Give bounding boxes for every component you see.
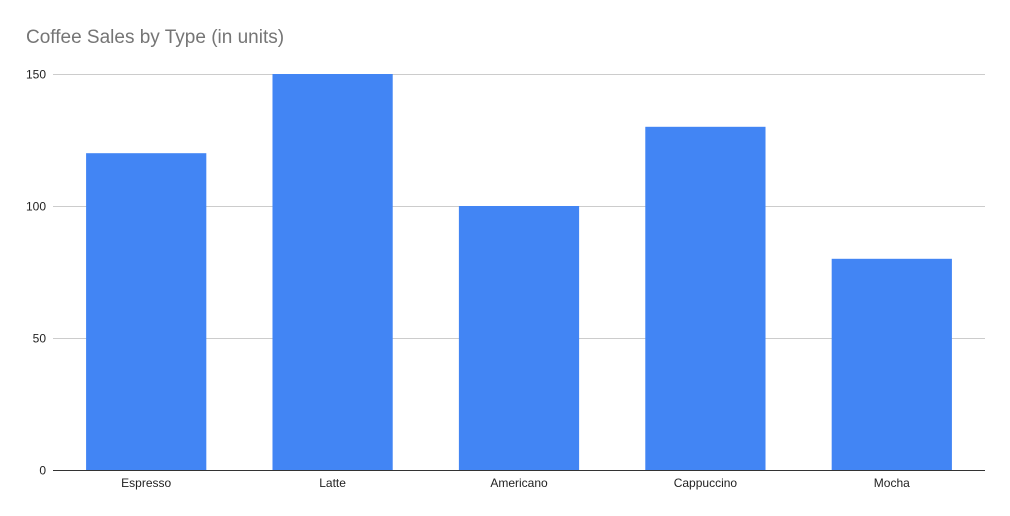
bar-espresso (86, 153, 207, 470)
y-tick-label-100: 100 (26, 200, 46, 214)
bar-cappuccino (645, 126, 766, 471)
bar-mocha (831, 258, 952, 470)
y-tick-label-50: 50 (33, 332, 47, 346)
x-tick-label-mocha: Mocha (874, 476, 910, 490)
x-tick-label-cappuccino: Cappuccino (674, 476, 738, 490)
chart-title: Coffee Sales by Type (in units) (26, 27, 285, 48)
x-tick-label-americano: Americano (490, 476, 548, 490)
x-tick-label-latte: Latte (319, 476, 346, 490)
bar-americano (458, 206, 580, 470)
x-tick-label-espresso: Espresso (121, 476, 171, 490)
y-tick-label-0: 0 (39, 464, 46, 478)
bars (86, 74, 952, 471)
bar-latte (272, 74, 393, 470)
y-tick-label-150: 150 (26, 68, 46, 82)
tick-labels: 0 50 100 150 Espresso Latte Americano Cappuccin… (26, 68, 910, 491)
